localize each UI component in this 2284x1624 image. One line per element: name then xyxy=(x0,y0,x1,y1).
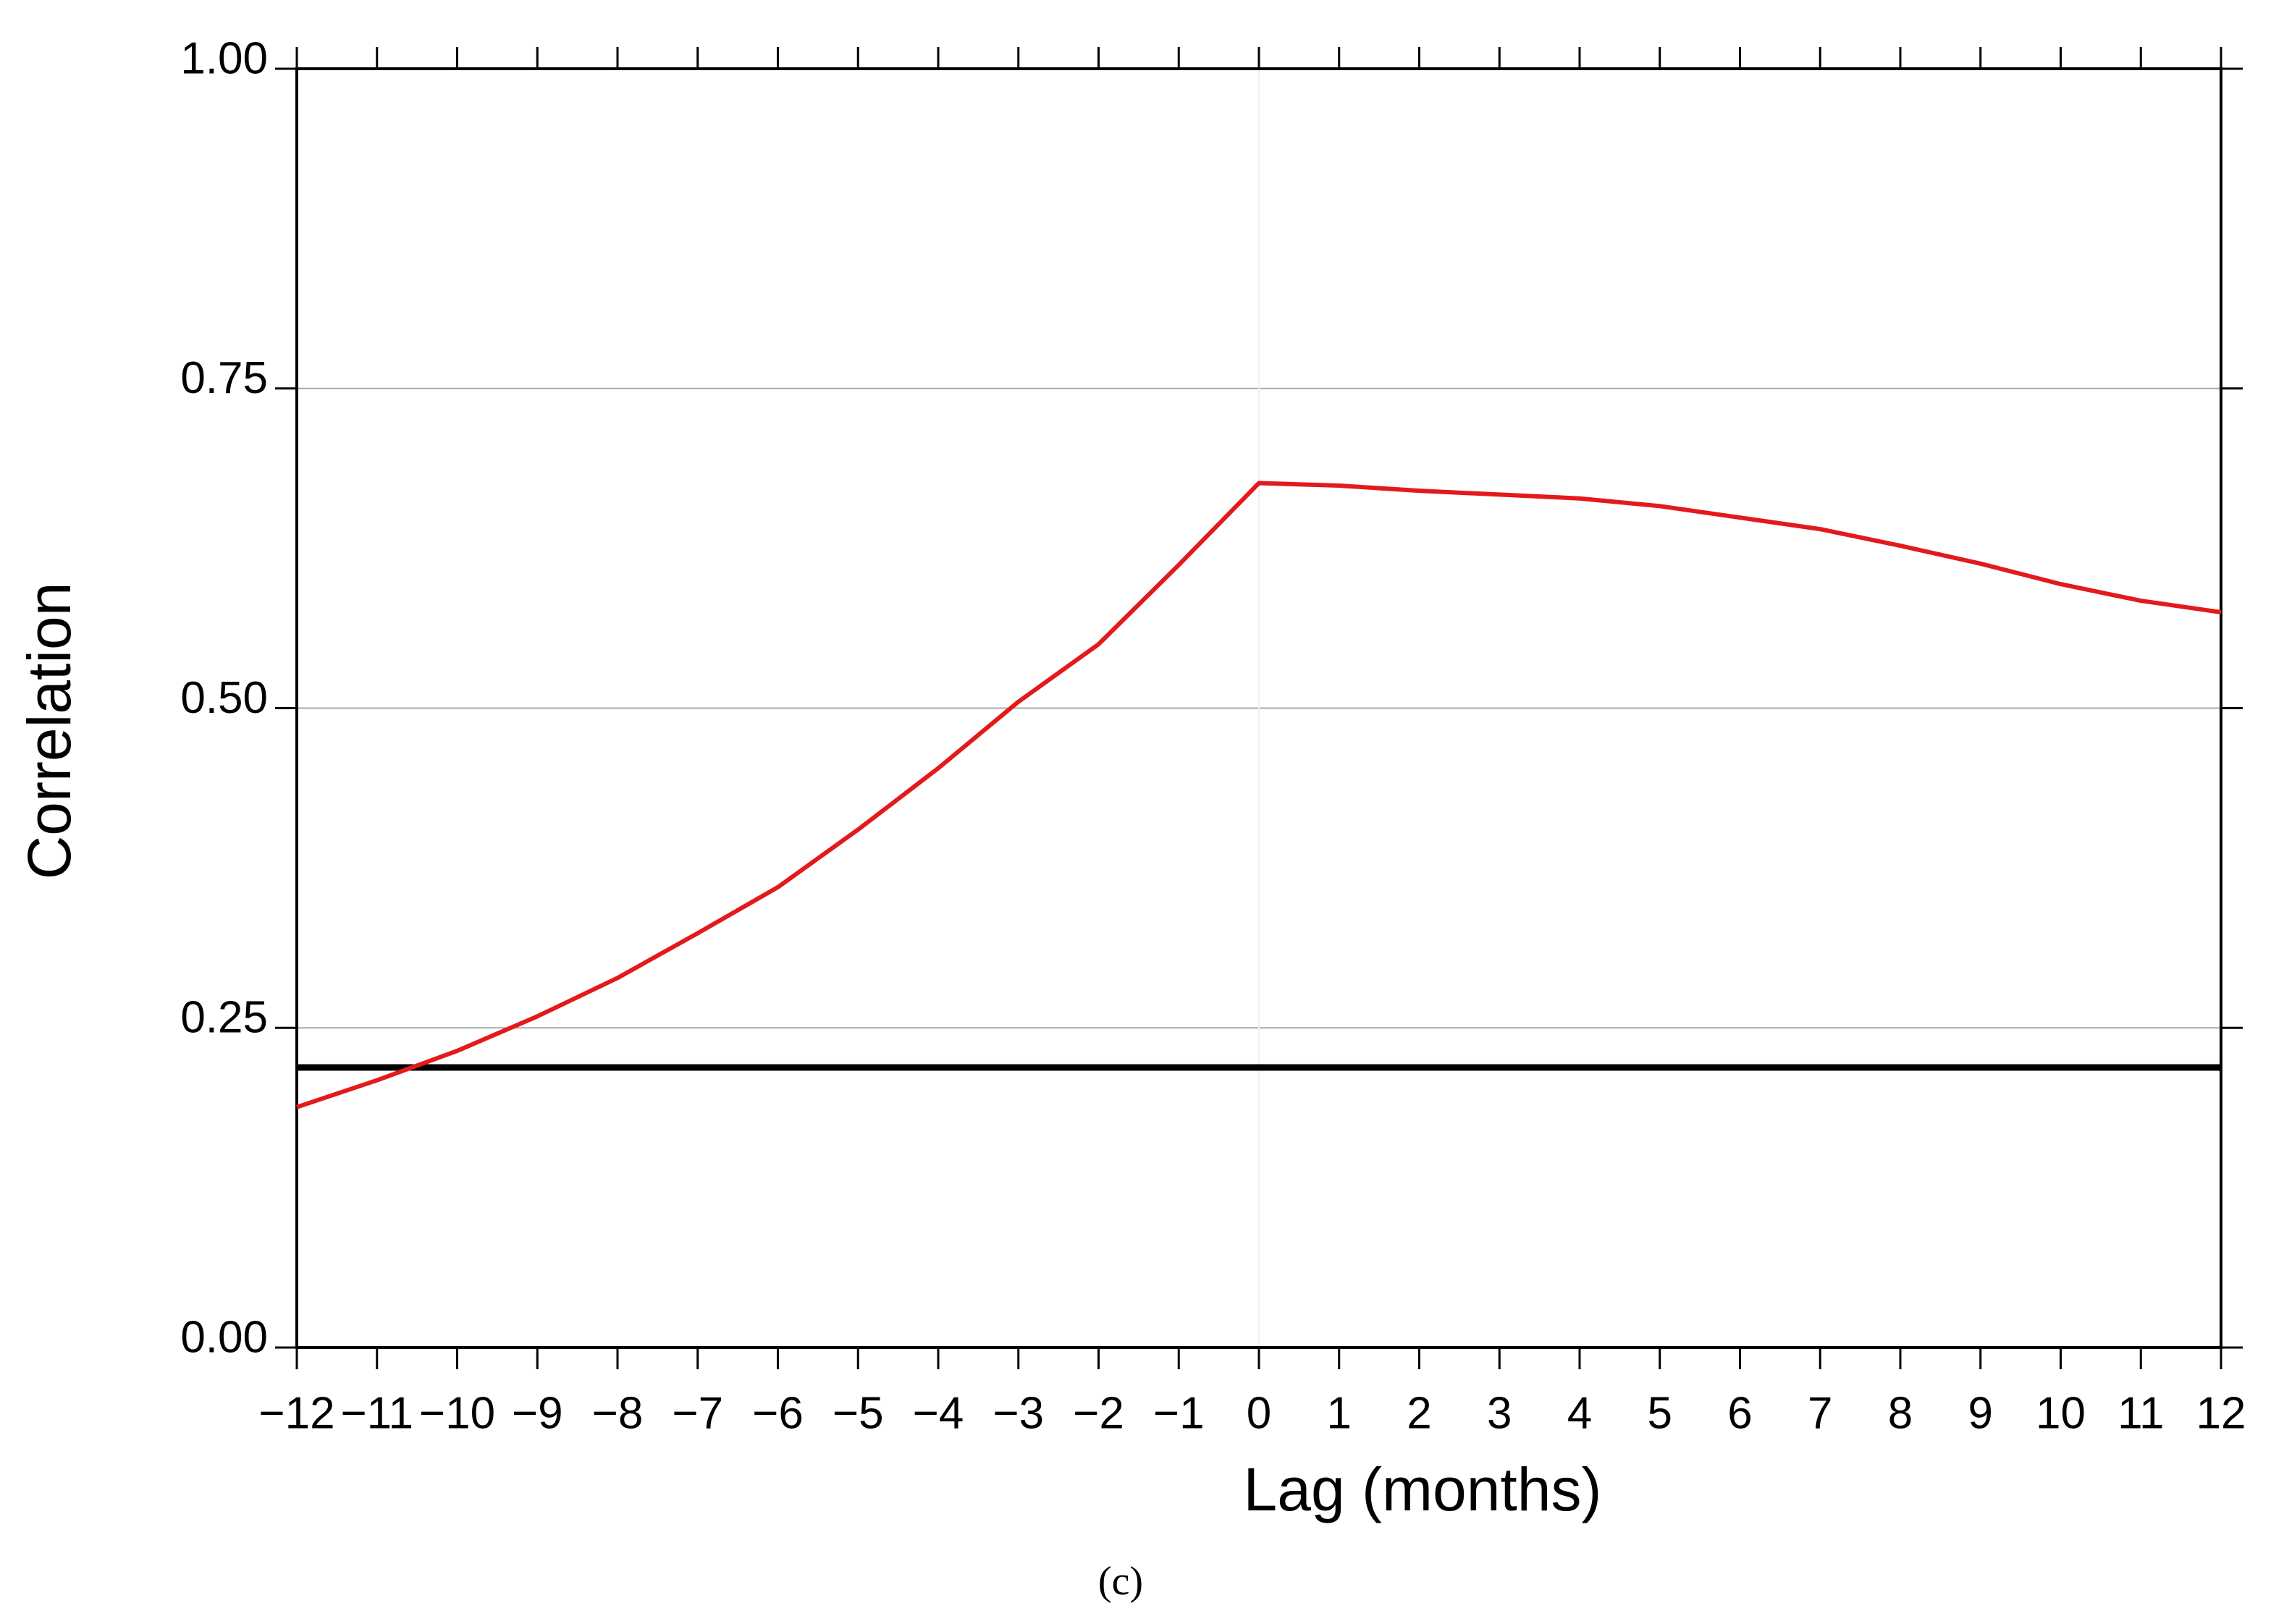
x-tick-label: −5 xyxy=(833,1388,884,1438)
x-tick-label: 0 xyxy=(1247,1388,1271,1438)
x-tick-label: 7 xyxy=(1808,1388,1832,1438)
x-tick-label: −12 xyxy=(258,1388,334,1438)
plot-frame xyxy=(295,67,2222,1349)
x-tick-label: 5 xyxy=(1648,1388,1672,1438)
x-tick-label: −4 xyxy=(913,1388,964,1438)
x-tick-label: 3 xyxy=(1487,1388,1512,1438)
x-tick-label: −10 xyxy=(419,1388,495,1438)
y-tick-label: 0.50 xyxy=(180,673,268,723)
data-line xyxy=(296,481,2222,1109)
x-tick-label: −3 xyxy=(993,1388,1044,1438)
x-tick-label: 8 xyxy=(1888,1388,1913,1438)
x-tick-label: 10 xyxy=(2036,1388,2086,1438)
y-tick-label: 1.00 xyxy=(180,33,268,83)
x-tick-label: −8 xyxy=(592,1388,644,1438)
x-tick-label: −2 xyxy=(1073,1388,1124,1438)
x-tick-label: 9 xyxy=(1968,1388,1993,1438)
x-tick-label: −9 xyxy=(512,1388,563,1438)
x-tick-label: 1 xyxy=(1327,1388,1352,1438)
x-tick-label: −11 xyxy=(340,1388,413,1438)
x-tick-label: 6 xyxy=(1727,1388,1752,1438)
y-tick-label: 0.25 xyxy=(180,993,268,1043)
y-tick-label: 0.00 xyxy=(180,1312,268,1362)
x-axis-label: Lag (months) xyxy=(1244,1455,1602,1523)
x-tick-label: 11 xyxy=(2117,1388,2164,1438)
x-tick-label: −1 xyxy=(1153,1388,1205,1438)
x-tick-label: −6 xyxy=(752,1388,804,1438)
caption: (c) xyxy=(1098,1559,1143,1604)
x-tick-label: 4 xyxy=(1567,1388,1592,1438)
y-axis-label: Correlation xyxy=(15,583,83,880)
x-tick-label: −7 xyxy=(672,1388,723,1438)
x-tick-label: 2 xyxy=(1407,1388,1431,1438)
y-tick-label: 0.75 xyxy=(180,353,268,403)
x-tick-label: 12 xyxy=(2196,1388,2246,1438)
